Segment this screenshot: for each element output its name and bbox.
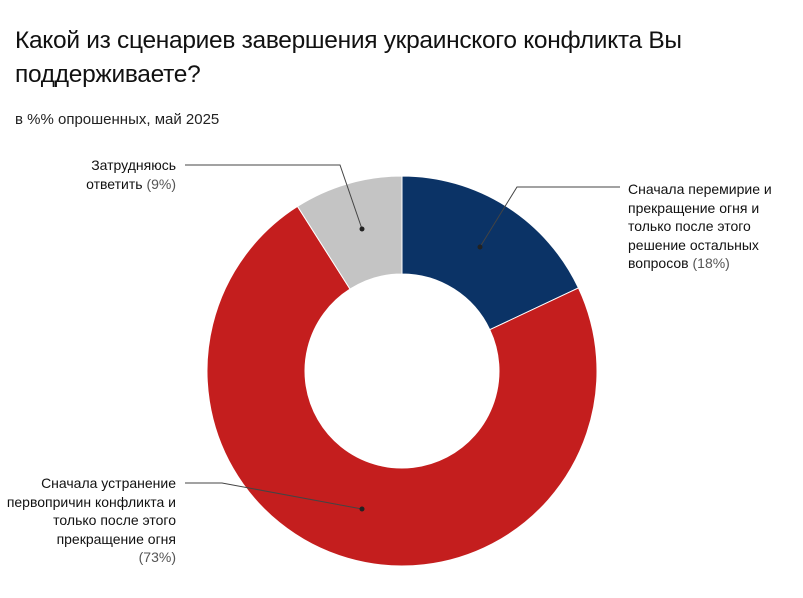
slice-value-label: (73%) bbox=[138, 549, 176, 565]
leader-root-causes-first bbox=[185, 482, 363, 510]
slice-hard-to-say bbox=[296, 175, 403, 290]
slice-root-causes-first bbox=[206, 205, 598, 567]
chart-subtitle: в %% опрошенных, май 2025 bbox=[15, 111, 220, 128]
leader-ceasefire-first-dot bbox=[477, 244, 483, 250]
leader-root-causes-first-dot bbox=[359, 506, 365, 512]
leader-hard-to-say bbox=[185, 164, 363, 230]
slice-value-label: (18%) bbox=[692, 255, 730, 271]
chart-title: Какой из сценариев завершения украинског… bbox=[15, 27, 682, 88]
slice-ceasefire-first bbox=[401, 175, 580, 331]
slice-label: Сначала устранение первопричин конфликта… bbox=[6, 475, 176, 547]
slice-label: Затрудняюсь ответить bbox=[86, 157, 176, 192]
slice-value-label: (9%) bbox=[146, 175, 176, 192]
label-root-causes-first: Сначала устранение первопричин конфликта… bbox=[6, 474, 176, 567]
slice-label: Сначала перемирие и прекращение огня и т… bbox=[628, 181, 772, 271]
leader-ceasefire-first bbox=[479, 186, 620, 248]
leader-hard-to-say-dot bbox=[359, 226, 365, 232]
label-hard-to-say: Затрудняюсь ответить (9%) bbox=[40, 156, 176, 193]
label-ceasefire-first: Сначала перемирие и прекращение огня и т… bbox=[628, 180, 798, 273]
